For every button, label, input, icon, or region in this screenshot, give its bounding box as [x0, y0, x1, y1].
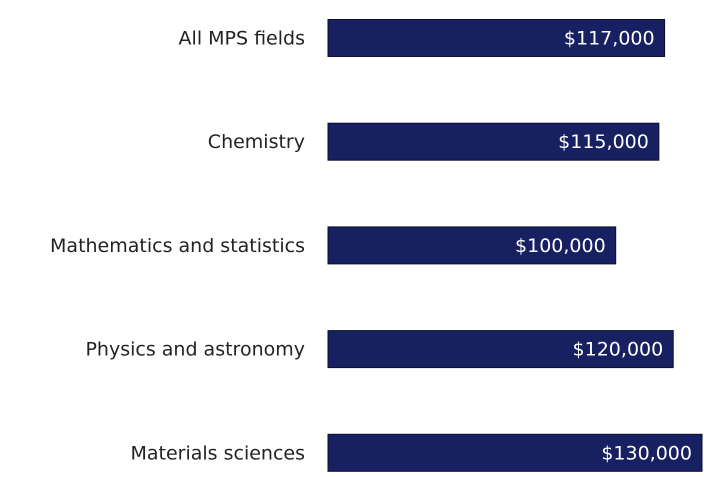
- value-label: $120,000: [573, 339, 664, 361]
- category-label: Physics and astronomy: [85, 339, 305, 361]
- bar: [327, 19, 666, 57]
- category-label: Chemistry: [208, 131, 305, 153]
- category-label: Mathematics and statistics: [50, 235, 305, 257]
- category-label: All MPS fields: [179, 28, 305, 50]
- bar: [327, 330, 674, 369]
- value-label: $115,000: [558, 131, 649, 153]
- value-label: $117,000: [564, 28, 655, 50]
- value-label: $100,000: [515, 235, 606, 257]
- value-label: $130,000: [601, 442, 692, 464]
- category-label: Materials sciences: [130, 442, 305, 464]
- bar: [327, 226, 617, 265]
- bar: [327, 122, 660, 161]
- bar: [327, 433, 703, 472]
